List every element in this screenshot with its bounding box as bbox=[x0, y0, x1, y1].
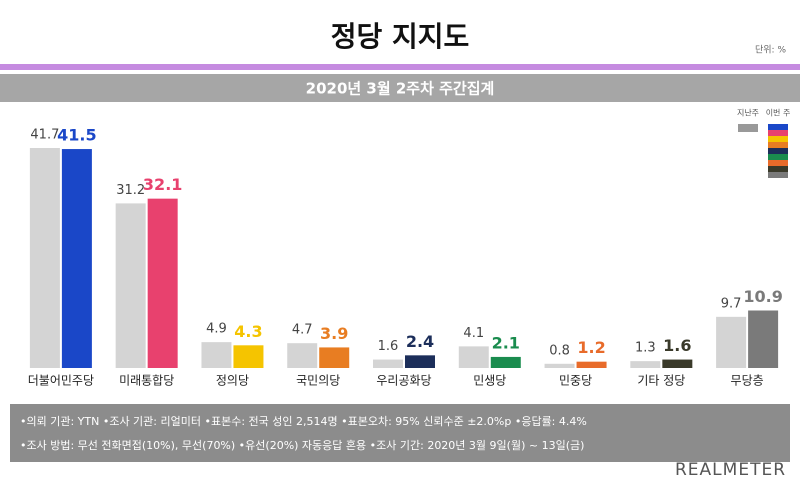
bar bbox=[319, 347, 350, 368]
bar bbox=[405, 355, 435, 368]
value-label: 2.4 bbox=[406, 332, 434, 351]
bar bbox=[29, 148, 60, 368]
brand: REALMETER bbox=[675, 460, 786, 480]
bar bbox=[115, 203, 146, 368]
bar bbox=[716, 316, 747, 368]
bar bbox=[373, 359, 403, 368]
value-label: 1.6 bbox=[663, 336, 691, 355]
value-label: 31.2 bbox=[116, 183, 145, 198]
x-tick-label: 우리공화당 bbox=[376, 374, 431, 388]
value-label: 9.7 bbox=[721, 296, 742, 311]
x-tick-label: 미래통합당 bbox=[119, 374, 174, 388]
legend-label: 이번 주 bbox=[766, 108, 791, 118]
value-label: 4.1 bbox=[463, 326, 484, 341]
value-label: 10.9 bbox=[743, 287, 782, 306]
value-label: 41.7 bbox=[30, 128, 59, 143]
value-label: 3.9 bbox=[320, 324, 348, 343]
subtitle: 2020년 3월 2주차 주간집계 bbox=[306, 80, 495, 98]
value-label: 1.3 bbox=[635, 341, 656, 356]
legend-swatch bbox=[768, 172, 788, 178]
legend-swatch bbox=[768, 124, 788, 130]
bar bbox=[490, 356, 521, 368]
chart-title: 정당 지지도 bbox=[331, 20, 470, 53]
legend-swatch bbox=[768, 148, 788, 154]
value-label: 4.3 bbox=[234, 322, 262, 341]
x-tick-label: 국민의당 bbox=[296, 374, 340, 388]
legend-swatch bbox=[768, 142, 788, 148]
legend-swatch bbox=[768, 130, 788, 136]
x-tick-label: 기타 정당 bbox=[637, 374, 685, 388]
value-label: 1.2 bbox=[577, 338, 605, 357]
legend-swatch bbox=[768, 160, 788, 166]
legend-swatch bbox=[738, 124, 758, 132]
value-label: 32.1 bbox=[143, 175, 182, 194]
bar bbox=[630, 361, 661, 368]
legend-swatch bbox=[768, 136, 788, 142]
subtitle-band bbox=[0, 74, 800, 102]
bar bbox=[233, 345, 264, 368]
x-tick-label: 더불어민주당 bbox=[28, 374, 94, 388]
bar bbox=[458, 346, 489, 368]
unit: 단위: % bbox=[755, 45, 786, 56]
legend-swatch bbox=[768, 166, 788, 172]
bar bbox=[201, 342, 232, 368]
bar bbox=[748, 310, 779, 368]
value-label: 4.9 bbox=[206, 322, 227, 337]
x-tick-label: 민중당 bbox=[559, 374, 592, 388]
value-label: 1.6 bbox=[378, 339, 399, 354]
legend-swatch bbox=[768, 154, 788, 160]
x-tick-label: 정의당 bbox=[216, 374, 249, 388]
x-tick-label: 민생당 bbox=[473, 374, 506, 388]
legend-label: 지난주 bbox=[737, 109, 759, 118]
bar bbox=[147, 198, 178, 368]
value-label: 0.8 bbox=[549, 343, 570, 358]
bar bbox=[61, 149, 92, 368]
notes-box bbox=[10, 404, 790, 462]
bar bbox=[576, 361, 607, 368]
x-tick-label: 무당층 bbox=[731, 374, 764, 388]
value-label: 4.7 bbox=[292, 323, 313, 338]
note: •의뢰 기관: YTN •조사 기관: 리얼미터 •표본수: 전국 성인 2,5… bbox=[20, 414, 587, 428]
bar bbox=[287, 343, 318, 368]
value-label: 41.5 bbox=[57, 126, 96, 145]
divider bbox=[0, 64, 800, 70]
bar bbox=[544, 363, 575, 368]
bar bbox=[662, 359, 693, 368]
note: •조사 방법: 무선 전화면접(10%), 무선(70%) •유선(20%) 자… bbox=[20, 438, 584, 452]
value-label: 2.1 bbox=[492, 333, 520, 352]
